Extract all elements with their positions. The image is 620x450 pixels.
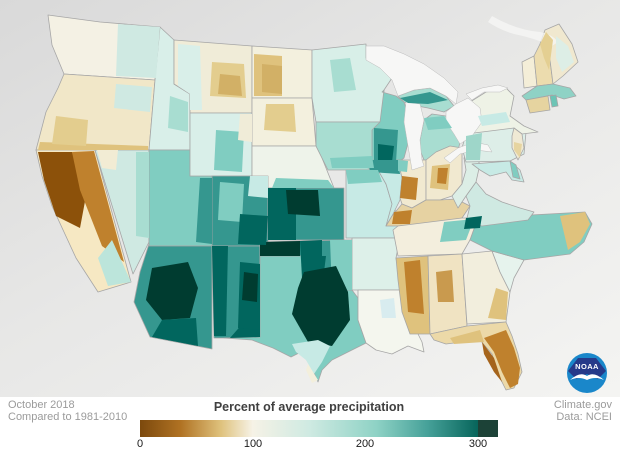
legend-tick-300: 300 [468, 438, 488, 450]
noaa-logo-gull-icon [570, 374, 604, 380]
region-ca-southeast [98, 240, 131, 286]
region-sd-center-tan [264, 104, 296, 132]
region-ks-north-darkest [286, 190, 320, 216]
region-or-northeast [114, 84, 152, 112]
date-block: October 2018 Compared to 1981-2010 [8, 399, 127, 423]
legend-title: Percent of average precipitation [213, 400, 405, 414]
region-mi-north-teal [424, 116, 452, 130]
region-id-center [168, 96, 188, 132]
region-oh-core-brown [437, 168, 448, 184]
region-az-core-darkest [146, 262, 198, 320]
region-nm-core-darkest [242, 272, 258, 302]
region-tn-nc-dark-spot [464, 216, 482, 229]
legend-colorbar [140, 420, 498, 437]
state-virginia [465, 181, 535, 227]
region-fl-peninsula-brown [484, 330, 520, 388]
region-tx-central-darkest [292, 266, 350, 346]
region-ky-west-brown [392, 210, 412, 224]
us-precipitation-map [0, 0, 620, 397]
region-mn-center-teal [330, 58, 356, 92]
region-mi-upper-teal [400, 92, 448, 104]
map-baseline: Compared to 1981-2010 [8, 411, 128, 423]
region-nd-core-tan [262, 64, 282, 94]
region-ia-south-teal [330, 156, 374, 168]
region-tx-south-light [292, 340, 330, 374]
state-connecticut [525, 95, 551, 114]
region-nv-east-teal [136, 152, 149, 238]
region-mt-east-dark-tan [218, 74, 242, 96]
region-la-east-blue [380, 298, 396, 318]
region-me-west-tan [540, 32, 553, 70]
water-layer [365, 16, 558, 171]
region-co-west-teal [218, 182, 244, 222]
region-ok-panhandle-darkest [260, 241, 300, 256]
region-wy-center-teal [214, 130, 244, 172]
region-wi-southwest-dark [378, 144, 394, 162]
state-delaware [509, 160, 521, 180]
region-tx-tip-cream [306, 364, 318, 383]
region-mt-west [178, 44, 202, 110]
legend-tick-100: 100 [243, 438, 263, 450]
region-ga-southeast-tan [488, 288, 508, 320]
region-ne-south-teal [272, 178, 334, 188]
region-wy-northeast-cream [238, 114, 252, 142]
region-mo-north-teal [346, 170, 382, 184]
region-me-east-teal [556, 36, 574, 72]
source-block: Climate.gov Data: NCEI [554, 399, 612, 423]
lake-superior [365, 45, 459, 105]
source-data: Data: NCEI [556, 411, 612, 423]
region-tx-panhandle-dark [302, 256, 326, 272]
division-patches-layer [38, 24, 590, 388]
region-ca-north-coast [38, 152, 86, 228]
region-wa-east [116, 24, 160, 78]
region-nv-northwest-cream [97, 150, 118, 170]
region-fl-north-tan [450, 330, 484, 344]
region-nj-south-tan [514, 142, 522, 158]
region-or-inland [52, 116, 88, 146]
state-arkansas [351, 237, 403, 291]
region-ca-central-valley [72, 151, 124, 262]
region-nc-coast-tan [560, 212, 590, 250]
region-co-south-dark [238, 214, 268, 245]
region-in-northwest-teal [398, 160, 408, 172]
map-period: October 2018 [8, 399, 75, 411]
state-rhode-island [549, 94, 559, 108]
region-pa-west-teal [466, 133, 482, 160]
legend-overflow-block [478, 420, 498, 437]
region-al-center-brown [436, 270, 454, 302]
legend-tick-0: 0 [136, 438, 144, 450]
region-fl-west-coast-dark [482, 342, 502, 382]
lake-ontario [465, 84, 509, 101]
region-az-south-dark [152, 318, 198, 346]
region-in-center-brown [400, 176, 418, 200]
legend-tick-200: 200 [355, 438, 375, 450]
region-ny-south-teal [478, 112, 510, 126]
noaa-logo-text: NOAA [575, 362, 599, 371]
region-ms-center-brown [404, 260, 424, 314]
canada-waterways [488, 16, 558, 46]
map-canvas [35, 14, 593, 391]
region-ut-east-teal [196, 178, 212, 244]
lake-michigan [403, 101, 425, 171]
region-nm-west-dark [212, 246, 228, 336]
legend-gradient-bar [140, 420, 478, 437]
region-co-northeast-light [248, 176, 268, 198]
noaa-logo: NOAA [567, 353, 607, 393]
source-site: Climate.gov [553, 399, 612, 411]
noaa-logo-crest [568, 358, 606, 379]
